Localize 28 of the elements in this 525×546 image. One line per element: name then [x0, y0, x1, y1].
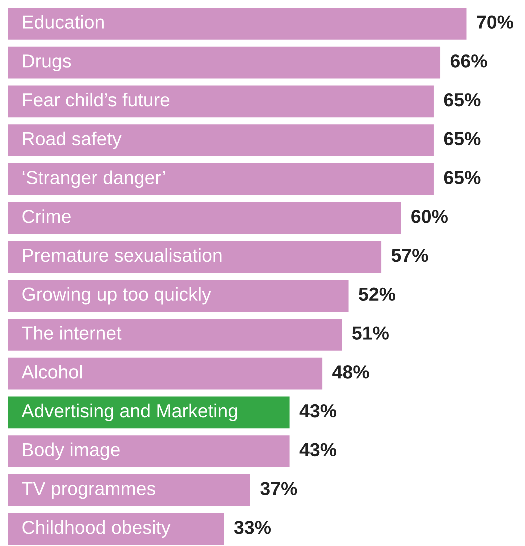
- y-tick-label: ‘Stranger danger’: [22, 170, 166, 188]
- data-label: 43%: [300, 404, 337, 418]
- y-tick-label: Growing up too quickly: [22, 287, 212, 305]
- y-tick-label: Road safety: [23, 132, 122, 150]
- y-tick-label: Fear child’s future: [23, 92, 170, 107]
- y-tick-label: Crime: [22, 210, 71, 224]
- data-label: 65%: [444, 93, 481, 107]
- data-label: 33%: [234, 521, 272, 534]
- y-tick-label: Education: [23, 15, 104, 29]
- y-tick-label: TV programmes: [22, 482, 156, 500]
- y-tick-label: Drugs: [23, 54, 72, 72]
- data-label: 51%: [352, 326, 389, 340]
- data-label: 66%: [450, 54, 488, 68]
- y-tick-label: Body image: [23, 442, 120, 460]
- data-label: 48%: [332, 366, 370, 379]
- y-tick-label: Premature sexualisation: [23, 248, 222, 262]
- y-tick-label: The internet: [22, 326, 122, 340]
- data-label: 57%: [392, 248, 428, 262]
- data-label: 60%: [412, 210, 448, 224]
- y-tick-label: Alcohol: [22, 365, 82, 379]
- data-label: 70%: [477, 16, 514, 29]
- y-tick-label: Advertising and Marketing: [22, 404, 238, 422]
- data-label: 65%: [444, 171, 481, 184]
- data-label: 65%: [444, 132, 481, 146]
- y-tick-label: Childhood obesity: [22, 520, 171, 538]
- data-label: 43%: [300, 443, 337, 457]
- data-label: 37%: [260, 482, 298, 496]
- data-label: 52%: [359, 288, 396, 302]
